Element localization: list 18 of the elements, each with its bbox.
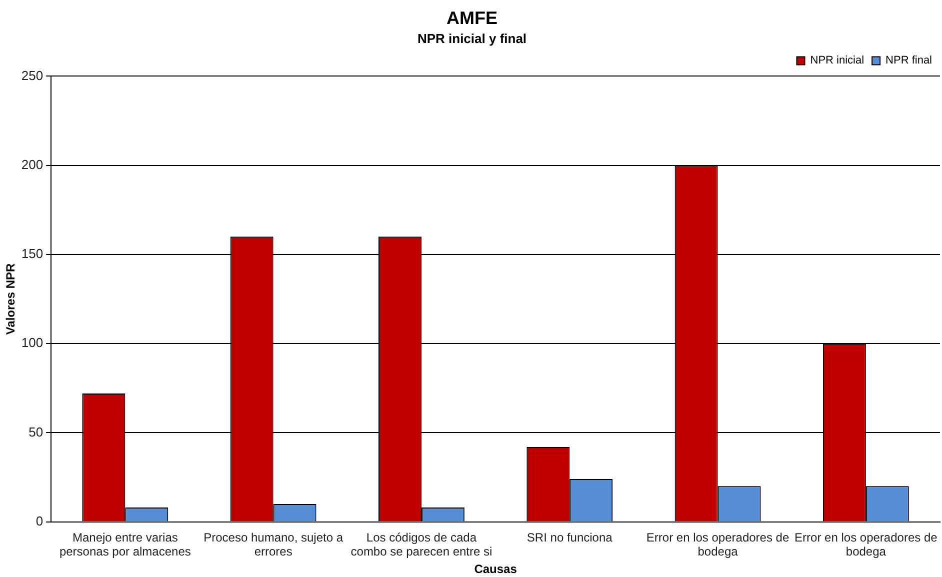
legend-label: NPR inicial: [810, 54, 864, 67]
y-tick-label: 200: [21, 156, 44, 172]
x-tick-label: Error en los operadores de bodega: [646, 530, 790, 559]
x-tick-label: Manejo entre varias personas por almacenes: [59, 530, 191, 559]
y-tick-label: 150: [21, 246, 44, 262]
y-axis-title: Valores NPR: [4, 262, 18, 335]
chart-subtitle: NPR inicial y final: [417, 30, 527, 46]
y-tick-label: 100: [21, 335, 44, 350]
x-tick-label: Los códigos de cada combo se parecen entre si: [350, 530, 492, 559]
chart-title: AMFE: [446, 8, 498, 28]
x-tick-label: SRI no funciona: [526, 530, 613, 544]
x-tick-label: Proceso humano, sujeto a errores: [204, 530, 344, 559]
y-tick-label: 50: [28, 424, 44, 440]
y-tick-label: 250: [21, 68, 44, 83]
x-tick-label: Error en los operadores de bodega: [794, 530, 938, 559]
y-tick-label: 0: [36, 513, 44, 528]
legend-label: NPR final: [886, 54, 932, 67]
x-axis-title: Causas: [474, 562, 518, 576]
